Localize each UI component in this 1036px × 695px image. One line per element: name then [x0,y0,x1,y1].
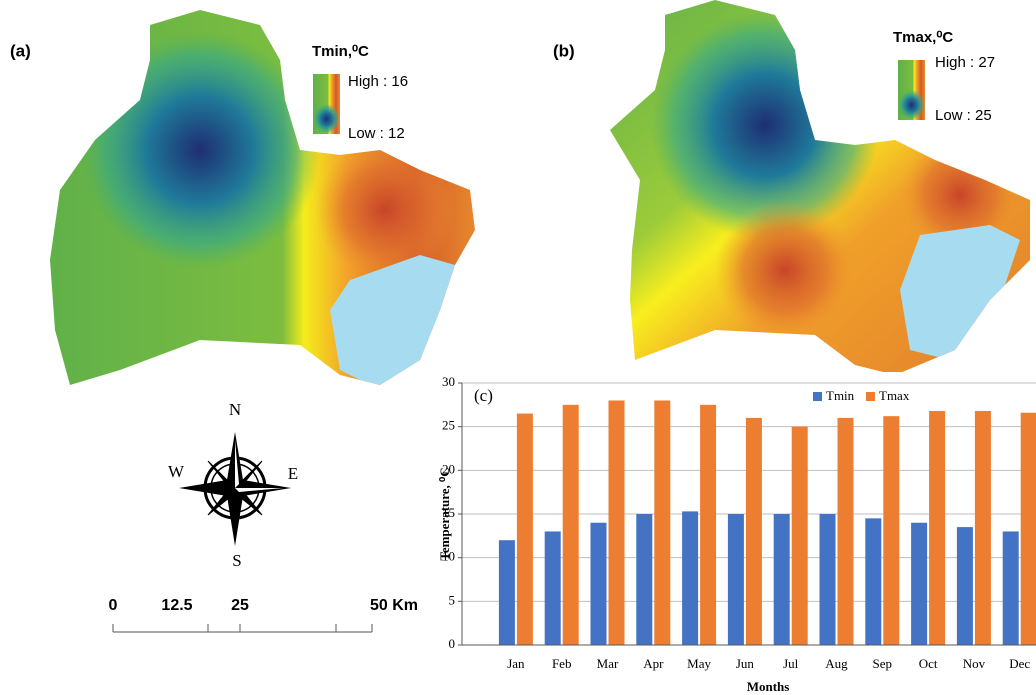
bar [728,514,744,645]
x-axis-title: Months [747,679,790,694]
map-label: (a) [10,41,31,60]
bar [636,514,652,645]
x-tick-label: Aug [825,656,848,671]
legend-swatch [813,392,822,401]
bar [1003,531,1019,645]
scale-label: 25 [231,597,249,614]
legend-title: Tmax,⁰C [893,29,953,46]
x-tick-label: Apr [643,656,664,671]
bar [591,523,607,645]
legend-low: Low : 25 [935,107,992,124]
bar [609,400,625,645]
compass-e: E [288,464,298,483]
bar [975,411,991,645]
map-a: (a) Tmin,⁰C High : 16 Low : 12 [10,0,480,400]
legend-swatch [866,392,875,401]
x-tick-label: Feb [552,656,572,671]
bar [1021,413,1036,645]
legend-high: High : 27 [935,54,995,71]
x-tick-label: Jun [736,656,755,671]
legend-low: Low : 12 [348,125,405,142]
y-tick-label: 5 [449,592,456,607]
map-label: (b) [553,41,575,60]
scale-label: 0 [109,597,118,614]
figure: (a) Tmin,⁰C High : 16 Low : 12 (b) Tmax,… [0,0,1036,695]
bar [654,400,670,645]
y-tick-label: 15 [442,505,455,520]
y-tick-label: 20 [442,461,455,476]
x-tick-label: Jul [783,656,799,671]
legend-label: Tmin [826,388,855,403]
bar [682,511,698,645]
x-tick-label: Dec [1009,656,1030,671]
chart-label: (c) [474,386,493,405]
scale-bar: 0 12.5 25 50 Km [109,597,418,632]
bar [957,527,973,645]
bar [792,427,808,645]
compass-s: S [232,551,241,570]
x-tick-label: Sep [873,656,893,671]
x-tick-label: May [687,656,711,671]
bar [911,523,927,645]
y-tick-label: 10 [442,549,455,564]
bar [883,416,899,645]
bar [499,540,515,645]
bar [517,414,533,645]
bar [820,514,836,645]
bar [746,418,762,645]
legend-title: Tmin,⁰C [312,43,369,60]
y-tick-label: 0 [449,636,456,651]
legend-high: High : 16 [348,73,408,90]
x-tick-label: Mar [597,656,619,671]
scale-label: 50 Km [370,597,418,614]
y-tick-label: 30 [442,374,455,389]
bar-chart: (c) Months Temperature, ⁰C 051015202530J… [428,372,1036,695]
compass-w: W [168,462,185,481]
bar [838,418,854,645]
bar [865,518,881,645]
x-tick-label: Nov [963,656,986,671]
bar [545,531,561,645]
legend-label: Tmax [879,388,910,403]
bar [700,405,716,645]
y-tick-label: 25 [442,418,455,433]
compass: N S W E [168,400,298,570]
x-tick-label: Jan [507,656,525,671]
scale-label: 12.5 [161,597,192,614]
legend-ramp [313,104,340,134]
legend-ramp [898,90,925,120]
map-b: (b) Tmax,⁰C High : 27 Low : 25 [553,0,1036,390]
compass-n: N [229,400,241,419]
bar [774,514,790,645]
x-tick-label: Oct [919,656,938,671]
bar [929,411,945,645]
bar [563,405,579,645]
